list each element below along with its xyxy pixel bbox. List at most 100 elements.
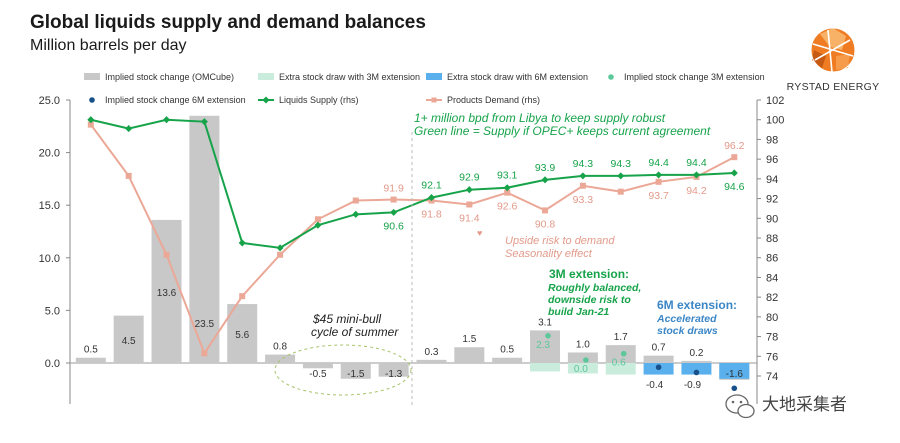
marker-liquids-supply [730,169,738,177]
supply-value-label: 92.1 [421,180,442,192]
bar-value-label: 0.3 [425,347,439,358]
marker-products-demand [201,350,208,357]
supply-value-label: 92.9 [459,172,480,184]
globe-logo-icon [810,27,856,73]
legend-label-extra3m: Extra stock draw with 3M extension [279,72,420,82]
bar-implied-stock-change [530,330,561,363]
marker-liquids-supply [200,118,208,126]
dot-implied-3m [583,357,589,363]
annotation-3m-line3: build Jan-21 [548,306,609,318]
bar-implied-stock-change [492,357,523,363]
annotation-upside-risk: Upside risk to demand [505,235,615,247]
supply-value-label: 94.3 [573,158,594,170]
marker-products-demand [655,178,662,185]
dot-implied-3m [620,350,627,357]
right-tick-label: 90 [766,213,778,225]
bar-extra-draw-6m [681,363,712,375]
legend-label-supply: Liquids Supply (rhs) [279,95,359,105]
demand-value-label: 93.7 [648,190,669,202]
left-tick-label: 0.0 [45,358,60,370]
bar-value-label: 3.1 [538,317,552,328]
right-tick-label: 84 [766,272,778,284]
right-tick-label: 86 [766,253,778,265]
left-tick-label: 5.0 [45,305,60,317]
bar-value-label: 0.2 [689,348,703,359]
bar-implied-stock-change [567,352,598,363]
legend-label-implied: Implied stock change (OMCube) [105,72,234,82]
marker-liquids-supply [238,239,246,247]
marker-liquids-supply [125,125,133,133]
right-tick-label: 78 [766,332,778,344]
mini-bull-ellipse [274,344,412,396]
bar-implied-stock-change [340,363,371,379]
bar-implied-stock-change [605,345,636,363]
legend-swatch-implied [84,73,100,80]
supply-value-label: 93.9 [535,162,556,174]
marker-liquids-supply [87,116,95,124]
left-tick-label: 15.0 [39,200,60,212]
marker-products-demand [163,251,170,258]
wechat-icon [725,394,755,419]
right-tick-label: 94 [766,174,778,186]
bar-implied-stock-change [681,360,712,363]
watermark: 大地采集者 [725,394,847,419]
annotation-3m-title: 3M extension: [549,267,629,281]
marker-products-demand [239,293,246,300]
marker-products-demand [277,251,284,258]
legend-marker-demand [431,97,437,103]
marker-liquids-supply [465,186,473,194]
bar-value-label: 23.5 [195,319,215,330]
annotation-summer: cycle of summer [311,325,399,339]
bar-value-label: -0.5 [309,369,327,380]
annotation-3m-line2: downside risk to [548,294,631,306]
bar-value-label: 0.5 [500,345,514,356]
dot-3m-label: 2.3 [536,340,550,351]
bar-implied-stock-change [416,359,447,363]
demand-value-label: 91.9 [383,183,404,195]
marker-liquids-supply [655,171,663,179]
legend-swatch-extra6m [426,73,442,80]
left-tick-label: 10.0 [39,253,60,265]
demand-value-label: 90.8 [535,218,556,230]
legend-label-extra6m: Extra stock draw with 6M extension [447,72,588,82]
bar-extra-draw-3m [605,363,636,375]
bar-value-label: -1.5 [347,369,365,380]
marker-products-demand [352,197,359,204]
marker-liquids-supply [276,244,284,252]
annotation-supply-note: Green line = Supply if OPEC+ keeps curre… [414,124,711,138]
legend-swatch-dot6m [89,97,95,103]
lines: 90.6 92.1 92.9 93.1 93.9 94.3 94.3 94.4 94.4 94.6… [87,116,745,357]
bar-implied-stock-change [113,315,144,363]
bar-value-label: 0.7 [652,343,666,354]
demand-value-label: 91.8 [421,209,442,221]
bar-implied-stock-change [454,347,485,363]
marker-liquids-supply [579,172,587,180]
marker-liquids-supply [390,208,398,216]
bar-value-label: 4.5 [122,336,136,347]
marker-products-demand [466,201,473,208]
annotation-6m-title: 6M extension: [657,298,737,312]
dot-6m-label: -0.4 [646,380,664,391]
right-tick-label: 96 [766,154,778,166]
marker-liquids-supply [692,171,700,179]
marker-liquids-supply [427,194,436,202]
annotation-seasonality: Seasonality effect [505,248,593,260]
right-tick-label: 82 [766,292,778,304]
marker-products-demand [125,172,132,179]
marker-products-demand [731,154,738,161]
annotation-6m-line1: Accelerated [656,313,717,325]
bar-extra-draw-3m [530,363,561,372]
marker-products-demand [617,188,624,195]
right-tick-label: 88 [766,233,778,245]
left-tick-label: 25.0 [39,95,60,107]
bar-implied-stock-change [302,363,333,369]
right-tick-label: 102 [766,95,784,107]
marker-products-demand [314,216,321,223]
annotation-libya: 1+ million bpd from Libya to keep supply… [414,111,666,125]
annotation-mini-bull: $45 mini-bull [312,312,381,326]
bar-value-label: 1.0 [576,339,590,350]
supply-value-label: 93.1 [497,170,518,182]
marker-products-demand [87,121,94,128]
axes: 0.0 5.0 10.0 15.0 20.0 25.0 74 76 78 80 82 84 86 88 90… [39,95,784,404]
